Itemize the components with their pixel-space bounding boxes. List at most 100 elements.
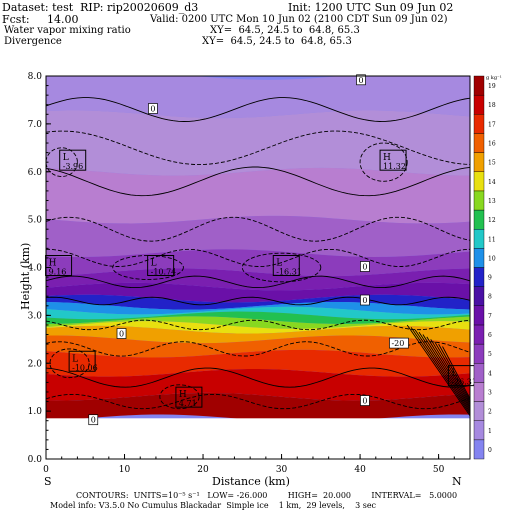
edge-contour (438, 343, 470, 401)
svg-text:H: H (49, 259, 57, 269)
edge-contour (414, 329, 470, 413)
contour-value-label: 0 (360, 395, 370, 406)
moisture-band (46, 167, 470, 224)
svg-text:-10.74: -10.74 (151, 268, 177, 277)
svg-text:0: 0 (362, 263, 367, 272)
svg-text:-20: -20 (391, 339, 404, 348)
contour-value-label: 0 (88, 414, 99, 426)
svg-text:-26.31: -26.31 (451, 378, 477, 387)
edge-contour (430, 339, 470, 405)
low-center-label: L-16.31 (272, 255, 302, 277)
high-center-label: H11.32 (379, 149, 407, 171)
y-tick-label: 7.0 (28, 120, 43, 130)
colorbar-label: 5 (488, 351, 492, 358)
colorbar-swatch (473, 267, 485, 287)
x-tick-label: 40 (354, 465, 366, 475)
moisture-band (46, 392, 470, 423)
y-tick-label: 0.0 (28, 455, 43, 465)
divergence-contour (46, 130, 470, 166)
colorbar-swatch (473, 439, 485, 460)
x-tick-label: 0 (43, 465, 49, 475)
colorbar-label: 9 (488, 275, 492, 282)
divergence-contour (46, 319, 470, 331)
colorbar-swatch (473, 248, 485, 268)
colorbar-swatch (473, 401, 485, 421)
divergence-contour (46, 97, 470, 122)
model-info: Model info: V3.5.0 No Cumulus Blackadar … (50, 501, 377, 510)
colorbar-label: 11 (488, 236, 496, 243)
colorbar-label: 3 (488, 389, 492, 396)
contour-value-label: -20 (389, 337, 409, 349)
edge-contour (406, 324, 470, 417)
colorbar-label: 2 (488, 409, 492, 416)
low-center-label: L-3.96 (59, 149, 87, 171)
svg-text:-3.96: -3.96 (63, 162, 84, 171)
svg-text:9.16: 9.16 (49, 268, 67, 277)
colorbar-swatch (473, 305, 485, 326)
high-center-label: H4.71 (175, 386, 203, 408)
dataset-line: Dataset: test RIP: rip20020609_d3 (2, 1, 199, 14)
svg-text:L: L (63, 153, 69, 163)
edge-contour (418, 331, 470, 411)
y-tick-label: 5.0 (28, 216, 43, 226)
low-center-label: L-10.06 (68, 350, 98, 372)
colorbar-swatch (473, 133, 485, 153)
colorbar-label: 13 (488, 198, 496, 205)
field1-xy: XY= 64.5, 24.5 to 64.8, 65.3 (210, 25, 360, 36)
colorbar-swatch (473, 190, 485, 211)
colorbar-swatch (473, 75, 485, 96)
divergence-contour (46, 275, 470, 289)
moisture-band (46, 268, 470, 291)
divergence-contour (46, 367, 470, 388)
colorbar-swatch (473, 209, 485, 230)
colorbar-swatch (473, 420, 485, 441)
svg-text:L: L (72, 354, 78, 364)
moisture-band (46, 369, 470, 401)
contour-value-label: 0 (116, 328, 127, 339)
y-tick-label: 1.0 (28, 407, 43, 417)
low-center-label: L-10.74 (147, 255, 177, 277)
colorbar-label: 0 (488, 447, 492, 454)
contour-loop (49, 348, 90, 379)
svg-text:0: 0 (150, 105, 155, 114)
y-tick-label: 8.0 (28, 72, 43, 82)
field2-xy: XY= 64.5, 24.5 to 64.8, 65.3 (202, 36, 352, 47)
y-axis-title: Height (km) (19, 242, 32, 310)
divergence-contour (46, 341, 470, 357)
colorbar-swatch (473, 286, 485, 306)
svg-text:L: L (151, 259, 157, 269)
forecast-hour: Fcst: 14.00 (2, 13, 79, 26)
moisture-band (46, 110, 470, 176)
colorbar-swatch (473, 363, 485, 383)
svg-text:0: 0 (91, 416, 96, 425)
field1-name: Water vapor mixing ratio (4, 25, 131, 36)
colorbar-swatch (473, 382, 485, 402)
colorbar-swatch (473, 228, 485, 249)
contour-loop (159, 384, 200, 410)
colorbar-label: 19 (488, 83, 496, 90)
svg-text:0: 0 (362, 296, 367, 305)
colorbar-swatch (473, 324, 485, 345)
svg-text:H: H (179, 390, 187, 400)
x-tick-label: 10 (119, 465, 131, 475)
y-tick-label: 4.0 (28, 264, 43, 274)
svg-text:0: 0 (119, 330, 124, 339)
y-tick-label: 3.0 (28, 311, 43, 321)
svg-text:L: L (451, 369, 457, 379)
colorbar-label: 16 (488, 141, 496, 148)
moisture-band (46, 306, 470, 320)
edge-contour (410, 327, 470, 415)
svg-text:4.71: 4.71 (179, 399, 197, 408)
colorbar-unit: g kg⁻¹ (486, 75, 502, 81)
divergence-contour (46, 248, 470, 267)
contour-value-label: 0 (360, 294, 370, 306)
north-label: N (452, 475, 462, 488)
colorbar-label: 10 (488, 255, 496, 262)
divergence-contour (46, 296, 470, 306)
svg-text:-10.06: -10.06 (72, 363, 98, 372)
colorbar-label: 17 (488, 121, 496, 128)
svg-text:0: 0 (359, 76, 364, 85)
colorbar-label: 8 (488, 294, 492, 301)
moisture-band (46, 349, 470, 377)
